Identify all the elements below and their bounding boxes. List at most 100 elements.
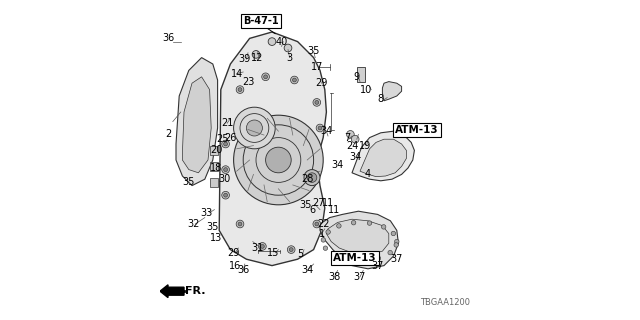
Polygon shape — [383, 82, 402, 101]
Circle shape — [224, 142, 228, 146]
Polygon shape — [176, 58, 218, 186]
Text: 36: 36 — [162, 33, 174, 44]
Text: 34: 34 — [301, 265, 314, 276]
Text: 14: 14 — [230, 68, 243, 79]
Circle shape — [238, 88, 242, 92]
Circle shape — [315, 222, 319, 226]
Text: 36: 36 — [237, 265, 250, 276]
Text: 6: 6 — [309, 204, 315, 215]
Text: 35: 35 — [307, 46, 320, 56]
Circle shape — [323, 246, 328, 251]
Circle shape — [381, 225, 386, 229]
Circle shape — [234, 107, 275, 149]
Circle shape — [345, 257, 349, 262]
Circle shape — [284, 44, 292, 52]
Circle shape — [351, 220, 356, 225]
Circle shape — [321, 238, 326, 242]
Text: 35: 35 — [182, 177, 195, 188]
Circle shape — [264, 75, 268, 79]
Circle shape — [224, 193, 228, 197]
Circle shape — [361, 259, 365, 263]
Circle shape — [304, 170, 320, 186]
Text: 28: 28 — [301, 174, 314, 184]
Text: 21: 21 — [221, 118, 234, 128]
Text: 5: 5 — [298, 249, 304, 260]
Polygon shape — [320, 211, 398, 269]
Text: 17: 17 — [310, 62, 323, 72]
Text: 33: 33 — [200, 208, 212, 218]
Circle shape — [262, 73, 269, 81]
Circle shape — [224, 168, 228, 172]
Text: 34: 34 — [320, 126, 333, 136]
Polygon shape — [352, 131, 415, 181]
Bar — [210, 146, 218, 155]
Polygon shape — [182, 77, 211, 173]
Text: 35: 35 — [300, 200, 312, 210]
Circle shape — [222, 140, 230, 148]
Circle shape — [332, 253, 336, 257]
Circle shape — [394, 243, 399, 247]
Text: 1: 1 — [319, 228, 324, 239]
Circle shape — [266, 147, 291, 173]
Text: ATM-13: ATM-13 — [396, 124, 439, 135]
Circle shape — [289, 248, 293, 252]
Text: B-47-1: B-47-1 — [243, 16, 278, 26]
Text: 9: 9 — [354, 72, 360, 82]
Text: 35: 35 — [207, 222, 219, 232]
Text: 37: 37 — [371, 260, 384, 271]
Text: 3: 3 — [287, 52, 292, 63]
Text: 12: 12 — [252, 52, 264, 63]
Text: 39: 39 — [239, 54, 251, 64]
Text: TBGAA1200: TBGAA1200 — [420, 298, 470, 307]
Circle shape — [388, 250, 392, 255]
Circle shape — [222, 166, 230, 173]
Text: 15: 15 — [268, 248, 280, 258]
Circle shape — [259, 243, 266, 250]
Circle shape — [234, 115, 323, 205]
Text: 19: 19 — [358, 140, 371, 151]
Circle shape — [292, 78, 296, 82]
Circle shape — [252, 51, 260, 58]
Text: 7: 7 — [344, 132, 350, 143]
Text: 37: 37 — [354, 272, 366, 282]
Bar — [210, 162, 218, 171]
Circle shape — [222, 191, 230, 199]
Text: 40: 40 — [275, 36, 288, 47]
Text: 16: 16 — [229, 260, 241, 271]
Text: 30: 30 — [218, 174, 230, 184]
Text: 23: 23 — [242, 76, 254, 87]
Circle shape — [313, 99, 321, 106]
Circle shape — [337, 224, 341, 228]
Text: 31: 31 — [252, 243, 264, 253]
Text: 29: 29 — [316, 78, 328, 88]
Text: ATM-13: ATM-13 — [333, 252, 376, 263]
Circle shape — [376, 256, 381, 260]
Circle shape — [347, 131, 355, 138]
Circle shape — [315, 100, 319, 104]
Polygon shape — [326, 219, 388, 254]
Text: 11: 11 — [328, 204, 340, 215]
Bar — [210, 178, 218, 187]
Text: 4: 4 — [365, 169, 371, 180]
Polygon shape — [360, 139, 406, 177]
Circle shape — [391, 231, 396, 236]
Circle shape — [268, 38, 276, 45]
Text: 8: 8 — [378, 94, 384, 104]
Text: 10: 10 — [360, 84, 372, 95]
Circle shape — [236, 86, 244, 93]
Text: 37: 37 — [390, 254, 403, 264]
Circle shape — [238, 222, 242, 226]
Circle shape — [260, 244, 264, 248]
Text: 22: 22 — [317, 219, 330, 229]
Text: FR.: FR. — [185, 286, 205, 296]
Circle shape — [287, 246, 295, 253]
Polygon shape — [219, 32, 326, 266]
Text: 32: 32 — [188, 219, 200, 229]
Text: 27: 27 — [312, 198, 324, 208]
Circle shape — [307, 173, 317, 182]
Circle shape — [326, 230, 330, 234]
Circle shape — [316, 124, 324, 132]
Text: 18: 18 — [210, 163, 222, 173]
Text: 13: 13 — [210, 233, 222, 244]
Text: 26: 26 — [224, 132, 237, 143]
